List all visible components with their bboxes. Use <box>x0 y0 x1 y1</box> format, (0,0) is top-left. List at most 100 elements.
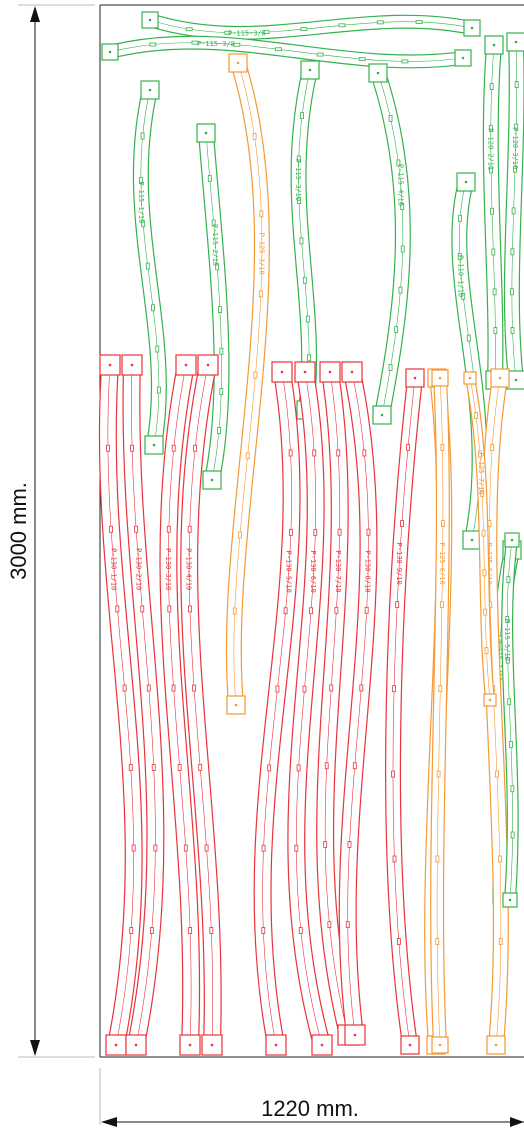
slot-mark <box>171 444 176 452</box>
slot-mark <box>288 528 293 536</box>
hole-mark <box>108 363 112 367</box>
slot-mark <box>262 30 270 35</box>
slot-mark <box>324 762 329 770</box>
slot-mark <box>149 42 157 47</box>
slot-mark <box>392 685 396 693</box>
part-centerline <box>490 44 496 381</box>
slot-mark <box>329 684 334 692</box>
slot-mark <box>218 306 222 314</box>
part-centerline <box>392 377 416 1046</box>
slot-mark <box>513 165 517 173</box>
hole-mark <box>134 1043 138 1047</box>
part-red: P-130-8/10 <box>338 361 378 1046</box>
slot-mark <box>345 921 350 929</box>
slot-mark <box>188 605 192 613</box>
slot-mark <box>253 371 258 379</box>
slot-mark <box>400 520 404 527</box>
part-orange: P-125-6/10 <box>430 369 450 1054</box>
slot-mark <box>211 219 216 227</box>
slot-mark <box>259 210 264 218</box>
slot-mark <box>327 921 332 929</box>
part-green: P-120-2/11 <box>482 35 505 390</box>
slot-mark <box>312 449 317 457</box>
height-dimension: 3000 mm. <box>6 4 95 1058</box>
slot-mark <box>145 262 150 270</box>
part-green: P-115-3/8 <box>101 35 472 69</box>
slot-mark <box>510 831 515 839</box>
slot-mark <box>347 841 352 848</box>
slot-mark <box>166 525 171 533</box>
slot-mark <box>415 20 423 24</box>
hole-mark <box>328 370 332 374</box>
hole-mark <box>303 370 307 374</box>
part-fill <box>452 180 487 542</box>
part-label: P-115-5/10 <box>503 619 511 661</box>
part-label: P-130-8/10 <box>364 550 372 592</box>
slot-mark <box>388 364 393 371</box>
part-centerline <box>469 377 491 701</box>
slot-mark <box>192 684 196 692</box>
slot-mark <box>167 605 172 613</box>
part-label: P-115-2/10 <box>211 224 219 266</box>
slot-mark <box>151 304 155 312</box>
slot-mark <box>209 927 214 934</box>
slot-mark <box>388 114 393 122</box>
slot-mark <box>458 214 462 222</box>
slot-mark <box>510 248 515 256</box>
slot-mark <box>505 616 510 624</box>
slot-mark <box>483 608 488 616</box>
hole-mark <box>514 378 518 382</box>
slot-mark <box>505 656 510 664</box>
slot-mark <box>493 327 498 334</box>
slot-mark <box>305 315 310 323</box>
slot-mark <box>296 764 301 772</box>
slot-mark <box>396 938 401 945</box>
hole-mark <box>280 370 284 374</box>
slot-mark <box>309 607 313 615</box>
part-centerline <box>506 539 514 901</box>
slot-mark <box>336 449 341 457</box>
part-red: P-130-3/10 <box>159 354 201 1056</box>
hole-mark <box>114 1043 118 1047</box>
slot-mark <box>122 684 127 692</box>
part-centerline <box>149 19 473 34</box>
part-centerline <box>140 89 160 446</box>
hole-mark <box>308 68 312 72</box>
part-centerline <box>511 41 517 381</box>
slot-mark <box>109 525 113 533</box>
hole-mark <box>234 703 238 707</box>
slot-mark <box>296 155 301 163</box>
slot-mark <box>298 927 303 934</box>
slot-mark <box>134 525 139 533</box>
part-red: P-130-7/10 <box>316 361 359 1046</box>
slot-mark <box>474 412 478 419</box>
part-centerline <box>377 72 404 416</box>
part-label: P-130-7/10 <box>334 550 342 592</box>
slot-mark <box>511 207 516 215</box>
slot-mark <box>337 528 342 536</box>
slot-mark <box>359 684 364 692</box>
slot-mark <box>185 27 193 32</box>
part-red: P-130-6/10 <box>287 361 333 1056</box>
part-label: P-130-4/10 <box>185 548 193 590</box>
hole-mark <box>380 413 384 417</box>
part-green: P-120-3/10 <box>503 32 524 390</box>
slot-mark <box>140 605 145 613</box>
part-label: P-130-1/10 <box>109 548 117 590</box>
slot-mark <box>492 288 497 296</box>
slot-mark <box>191 40 199 45</box>
hole-mark <box>350 370 354 374</box>
part-label: P-120-2/11 <box>486 128 494 170</box>
slot-mark <box>394 326 399 334</box>
slot-mark <box>140 132 145 140</box>
slot-mark <box>261 844 266 852</box>
hole-mark <box>236 61 240 65</box>
hole-mark <box>408 1043 412 1047</box>
slot-mark <box>275 685 280 693</box>
slot-mark <box>219 388 224 395</box>
slot-mark <box>217 427 221 434</box>
arrow-right-icon <box>510 1117 524 1127</box>
slot-mark <box>245 452 250 460</box>
width-dimension: 1220 mm. <box>99 1068 524 1127</box>
arrow-down-icon <box>30 1040 40 1056</box>
